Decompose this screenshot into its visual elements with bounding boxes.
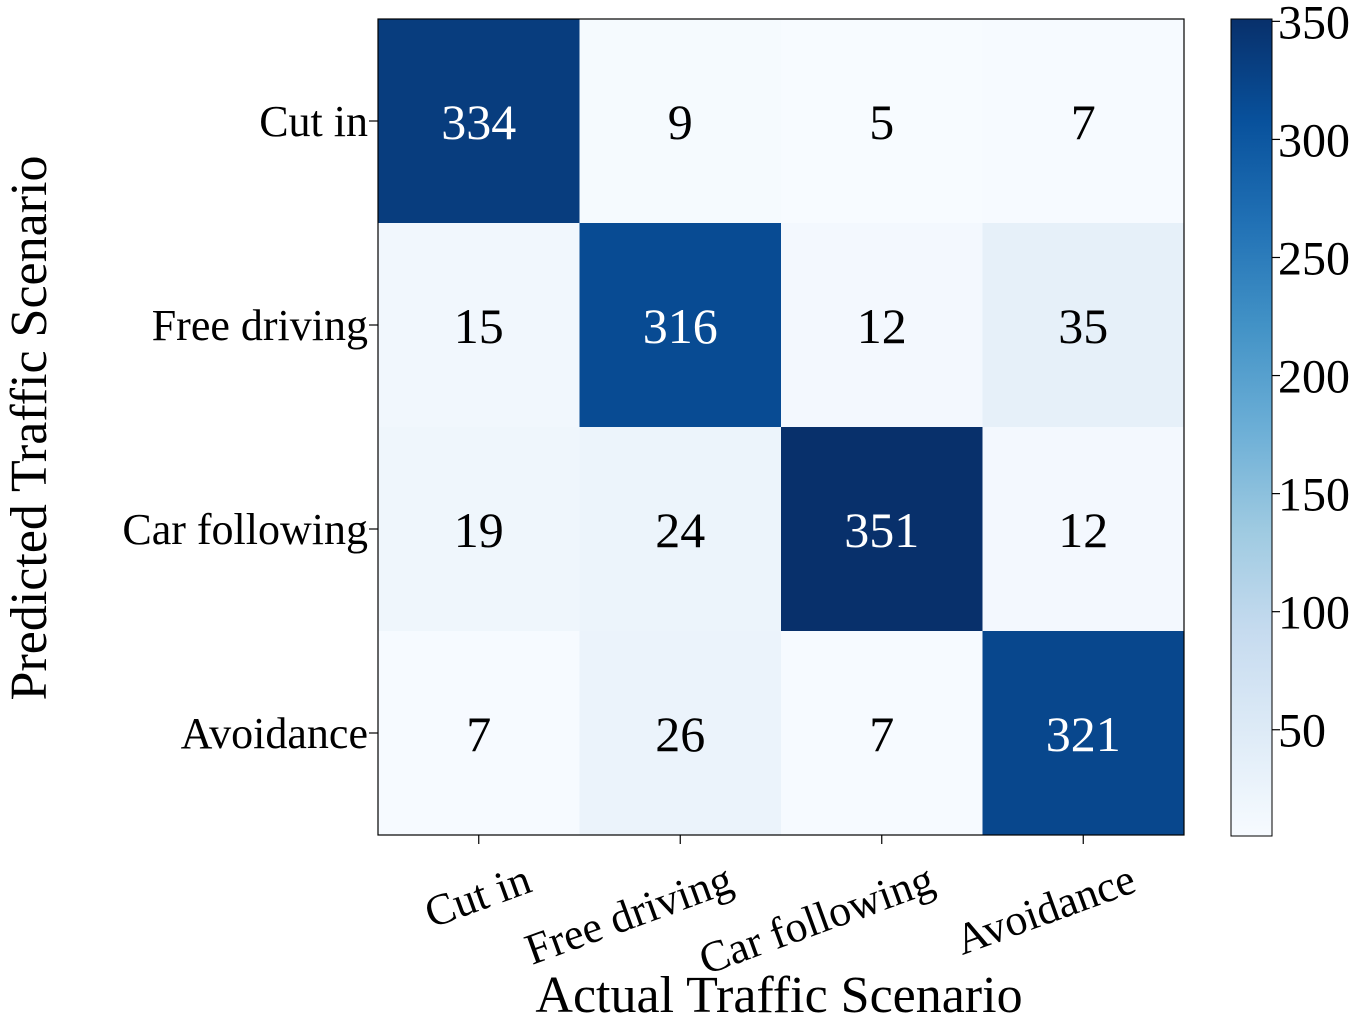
heatmap-cell-r2-c0 xyxy=(378,427,580,632)
x-tick-label-avoidance: Avoidance xyxy=(949,854,1142,964)
colorbar-tick-label-250: 250 xyxy=(1278,232,1350,285)
plot-frame xyxy=(377,18,1185,836)
x-tick-label-car-following: Car following xyxy=(693,854,941,984)
heatmap-cell-r0-c0 xyxy=(378,19,580,224)
y-tick-label-free-driving: Free driving xyxy=(152,301,368,350)
y-axis-ticks: Cut in Free driving Car following Avoidance xyxy=(122,97,378,758)
cell-value-r2-c0: 19 xyxy=(454,502,504,558)
heatmap-cell-labels: 334 9 5 7 15 316 12 35 19 24 351 12 7 26 7 321 xyxy=(441,94,1121,762)
colorbar-tick-label-150: 150 xyxy=(1278,469,1350,522)
heatmap-cell-r1-c3 xyxy=(982,223,1185,428)
colorbar-ticks: 50 100 150 200 250 300 350 xyxy=(1272,0,1350,758)
x-axis-label: Actual Traffic Scenario xyxy=(535,967,1022,1024)
cell-value-r2-c3: 12 xyxy=(1058,502,1108,558)
heatmap-cell-r2-c2 xyxy=(781,427,983,632)
heatmap-cell-r3-c0 xyxy=(378,631,580,836)
cell-value-r0-c1: 9 xyxy=(668,94,693,150)
colorbar-tick-label-50: 50 xyxy=(1278,705,1326,758)
colorbar-tick-label-350: 350 xyxy=(1278,0,1350,49)
heatmap-cell-r3-c3 xyxy=(982,631,1185,836)
cell-value-r1-c0: 15 xyxy=(454,298,504,354)
colorbar xyxy=(1230,18,1273,837)
cell-value-r0-c2: 5 xyxy=(869,94,894,150)
cell-value-r1-c1: 316 xyxy=(643,298,718,354)
cell-value-r2-c1: 24 xyxy=(655,502,705,558)
cell-value-r0-c0: 334 xyxy=(441,94,516,150)
heatmap-cell-r2-c3 xyxy=(982,427,1185,632)
cell-value-r3-c1: 26 xyxy=(655,706,705,762)
colorbar-tick-label-100: 100 xyxy=(1278,587,1350,640)
heatmap-cells xyxy=(378,19,1185,836)
y-tick-label-cut-in: Cut in xyxy=(259,97,368,146)
colorbar-tick-label-300: 300 xyxy=(1278,114,1350,167)
colorbar-tick-label-200: 200 xyxy=(1278,351,1350,404)
y-axis-label: Predicted Traffic Scenario xyxy=(1,156,58,701)
cell-value-r3-c0: 7 xyxy=(466,706,491,762)
heatmap-cell-r2-c1 xyxy=(579,427,782,632)
heatmap-cell-r1-c1 xyxy=(579,223,782,428)
y-tick-label-avoidance: Avoidance xyxy=(181,709,368,758)
heatmap-cell-r1-c2 xyxy=(781,223,983,428)
heatmap-cell-r1-c0 xyxy=(378,223,580,428)
cell-value-r0-c3: 7 xyxy=(1071,94,1096,150)
x-tick-label-cut-in: Cut in xyxy=(418,854,537,937)
heatmap-cell-r0-c3 xyxy=(982,19,1185,224)
cell-value-r1-c3: 35 xyxy=(1058,298,1108,354)
heatmap-cell-r0-c1 xyxy=(579,19,782,224)
y-tick-label-car-following: Car following xyxy=(122,505,368,554)
heatmap-cell-r3-c1 xyxy=(579,631,782,836)
cell-value-r3-c2: 7 xyxy=(869,706,894,762)
cell-value-r1-c2: 12 xyxy=(857,298,907,354)
cell-value-r3-c3: 321 xyxy=(1046,706,1121,762)
heatmap-cell-r0-c2 xyxy=(781,19,983,224)
heatmap-cell-r3-c2 xyxy=(781,631,983,836)
cell-value-r2-c2: 351 xyxy=(844,502,919,558)
